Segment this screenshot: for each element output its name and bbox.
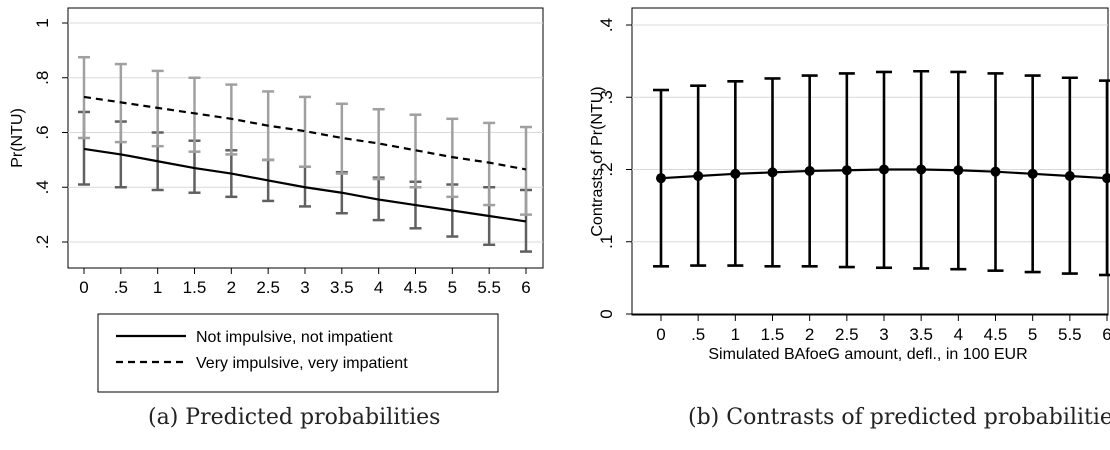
x-tick-label-8: 4 [374, 278, 383, 297]
x-tick-label-9: 4.5 [984, 325, 1008, 344]
y-tick-label-1: .4 [33, 180, 52, 194]
y-tick-label-2: .2 [597, 162, 616, 176]
point-0-9 [990, 166, 1001, 177]
point-0-2 [730, 168, 741, 179]
chart-contrasts: 0 .1 .2 .3 .4 0 .5 1 1.5 2 2.5 3 3.5 4 4.5 5 5.5 6 Contras… [589, 7, 1110, 363]
x-tick-label-4: 2 [227, 278, 236, 297]
legend-label-0: Not impulsive, not impatient [196, 329, 393, 346]
figure-b: 0 .1 .2 .3 .4 0 .5 1 1.5 2 2.5 3 3.5 4 4.5 5 5.5 6 Contras… [580, 0, 1110, 400]
x-tick-label-6: 3 [300, 278, 309, 297]
point-0-4 [804, 165, 815, 176]
point-0-0 [656, 173, 666, 184]
x-tick-label-1: .5 [691, 325, 705, 344]
y-axis-label: Contrasts of Pr(NTU) [589, 86, 606, 236]
x-tick-label-7: 3.5 [330, 278, 354, 297]
y-tick-label-3: .8 [33, 71, 52, 85]
y-tick-label-3: .3 [597, 90, 616, 104]
x-tick-label-0: 0 [656, 325, 665, 344]
y-tick-label-2: .6 [33, 125, 52, 139]
point-0-8 [953, 165, 964, 176]
point-0-5 [841, 165, 852, 176]
x-tick-label-3: 1.5 [183, 278, 207, 297]
caption-a: (a) Predicted probabilities [148, 405, 441, 430]
x-tick-label-4: 2 [805, 325, 814, 344]
point-0-6 [879, 164, 889, 175]
y-tick-label-0: 0 [597, 309, 616, 318]
x-tick-label-2: 1 [153, 278, 162, 297]
legend-box [97, 313, 499, 393]
point-0-10 [1027, 168, 1038, 179]
x-tick-label-11: 5.5 [1058, 325, 1082, 344]
x-tick-label-1: .5 [114, 278, 128, 297]
x-tick-label-12: 6 [521, 278, 530, 297]
plot-area [631, 7, 1109, 316]
x-tick-label-5: 2.5 [835, 325, 859, 344]
x-tick-label-3: 1.5 [761, 325, 785, 344]
y-tick-label-1: .1 [597, 235, 616, 249]
y-tick-label-4: .4 [597, 18, 616, 32]
x-tick-label-8: 4 [954, 325, 963, 344]
series-line-0 [83, 147, 527, 223]
x-axis-label: Simulated BAfoeG amount, defl., in 100 E… [708, 346, 1027, 363]
x-tick-label-6: 3 [879, 325, 888, 344]
y-tick-label-4: 1 [33, 18, 52, 27]
x-tick-label-9: 4.5 [404, 278, 428, 297]
figure-a: .2 .4 .6 .8 1 0 .5 1 1.5 2 2.5 3 3.5 4 4.5 5 5.5 6 Pr(NTU)… [0, 0, 550, 400]
caption-b: (b) Contrasts of predicted probabilities [688, 405, 1110, 430]
series-line-1 [83, 95, 527, 171]
chart-predicted-probabilities: .2 .4 .6 .8 1 0 .5 1 1.5 2 2.5 3 3.5 4 4.5 5 5.5 6 Pr(NTU)… [9, 7, 544, 393]
x-tick-label-12: 6 [1102, 325, 1110, 344]
x-tick-label-0: 0 [79, 278, 88, 297]
x-tick-label-5: 2.5 [256, 278, 280, 297]
legend-label-1: Very impulsive, very impatient [196, 355, 408, 372]
point-0-11 [1064, 171, 1075, 182]
point-0-7 [916, 164, 927, 175]
x-tick-label-10: 5 [1028, 325, 1037, 344]
point-0-1 [693, 171, 704, 182]
x-tick-label-11: 5.5 [477, 278, 501, 297]
x-tick-label-2: 1 [731, 325, 740, 344]
y-axis-label: Pr(NTU) [9, 108, 26, 168]
y-tick-label-0: .2 [33, 235, 52, 249]
x-tick-label-10: 5 [448, 278, 457, 297]
point-0-3 [767, 167, 778, 178]
point-0-12 [1102, 173, 1110, 184]
x-tick-label-7: 3.5 [909, 325, 933, 344]
